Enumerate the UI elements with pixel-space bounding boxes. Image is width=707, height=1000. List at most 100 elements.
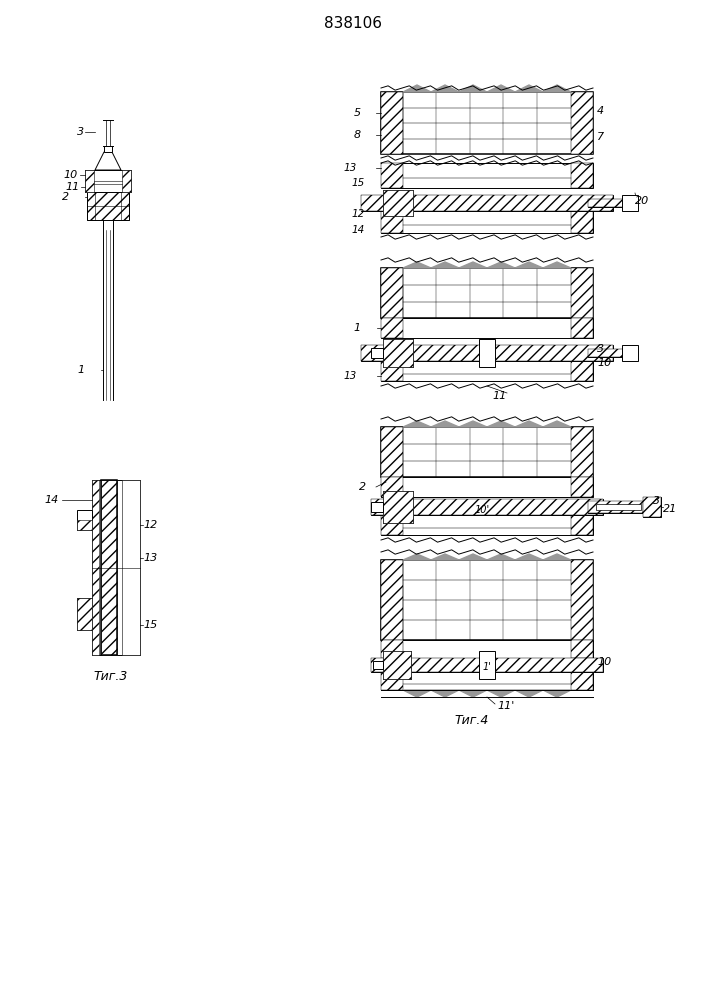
Polygon shape	[431, 554, 459, 560]
Polygon shape	[403, 554, 431, 560]
Bar	[571, 560, 593, 640]
Bar	[381, 163, 593, 188]
Polygon shape	[543, 262, 571, 268]
Bar	[381, 560, 403, 640]
Polygon shape	[487, 262, 515, 268]
Polygon shape	[431, 85, 459, 92]
Polygon shape	[431, 262, 459, 268]
Bar	[381, 515, 593, 535]
Bar	[571, 92, 593, 154]
Text: 13: 13	[344, 163, 357, 173]
Bar	[381, 477, 403, 497]
Polygon shape	[459, 554, 487, 560]
Bar	[383, 491, 413, 523]
Bar	[622, 345, 638, 361]
Bar	[122, 170, 131, 192]
Text: 11: 11	[492, 391, 506, 401]
Text: 5: 5	[354, 108, 361, 118]
Bar	[571, 361, 593, 381]
Bar	[383, 339, 413, 367]
Polygon shape	[543, 85, 571, 92]
Bar	[588, 199, 630, 207]
Bar	[588, 199, 630, 207]
Polygon shape	[515, 554, 543, 560]
Text: 10: 10	[63, 170, 77, 180]
Polygon shape	[487, 421, 515, 427]
Polygon shape	[431, 421, 459, 427]
Bar	[361, 195, 613, 211]
Bar	[479, 339, 495, 367]
Bar	[381, 477, 593, 497]
Text: Τиг.3: Τиг.3	[94, 670, 128, 684]
Bar	[381, 361, 593, 381]
Bar	[381, 92, 593, 154]
Bar	[104, 146, 112, 152]
Bar	[381, 427, 403, 477]
Text: 3: 3	[597, 344, 604, 354]
Bar	[383, 491, 413, 523]
Polygon shape	[515, 262, 543, 268]
Bar	[371, 658, 603, 672]
Polygon shape	[459, 421, 487, 427]
Bar	[588, 349, 630, 357]
Bar	[588, 501, 643, 513]
Text: 14: 14	[44, 495, 58, 505]
Bar	[571, 640, 593, 658]
Text: 10': 10'	[474, 505, 489, 515]
Text: 11: 11	[65, 182, 79, 192]
Bar	[381, 560, 593, 640]
Polygon shape	[431, 690, 459, 697]
Bar	[101, 480, 117, 655]
Bar	[381, 640, 593, 658]
Polygon shape	[403, 690, 431, 697]
Bar	[85, 170, 94, 192]
Text: 11': 11'	[497, 701, 514, 711]
Bar	[571, 477, 593, 497]
Bar	[92, 480, 99, 655]
Text: 13: 13	[143, 553, 157, 563]
Text: 12: 12	[143, 520, 157, 530]
Polygon shape	[403, 421, 431, 427]
Bar	[571, 268, 593, 318]
Bar	[571, 672, 593, 690]
Bar	[588, 501, 643, 513]
Polygon shape	[515, 690, 543, 697]
Polygon shape	[459, 85, 487, 92]
Bar	[77, 598, 92, 630]
Text: 13: 13	[344, 371, 357, 381]
Text: 10: 10	[597, 657, 612, 667]
Bar	[571, 163, 593, 188]
Text: 21: 21	[663, 504, 677, 514]
Text: 7: 7	[597, 132, 604, 142]
Bar	[87, 192, 129, 220]
Bar	[371, 499, 603, 515]
Text: 1': 1'	[483, 662, 491, 672]
Text: 10: 10	[597, 358, 612, 368]
Polygon shape	[543, 554, 571, 560]
Text: 3: 3	[653, 496, 660, 506]
Polygon shape	[487, 690, 515, 697]
Bar	[622, 195, 638, 211]
Bar	[381, 211, 593, 233]
Bar	[77, 598, 92, 630]
Bar	[381, 92, 403, 154]
Text: 1: 1	[78, 365, 85, 375]
Bar	[361, 195, 613, 211]
Bar	[361, 345, 613, 361]
Text: 2: 2	[359, 482, 366, 492]
Bar	[381, 211, 403, 233]
Bar	[373, 661, 383, 669]
Polygon shape	[487, 554, 515, 560]
Bar	[383, 190, 413, 216]
Bar	[381, 672, 403, 690]
Polygon shape	[459, 262, 487, 268]
Text: 4: 4	[597, 106, 604, 116]
Bar	[371, 348, 383, 358]
Polygon shape	[403, 262, 431, 268]
Text: 15: 15	[352, 178, 365, 188]
Text: Τиг.4: Τиг.4	[455, 714, 489, 726]
Text: 8: 8	[354, 130, 361, 140]
Bar	[381, 515, 403, 535]
Bar	[101, 480, 117, 655]
Bar	[87, 192, 129, 220]
